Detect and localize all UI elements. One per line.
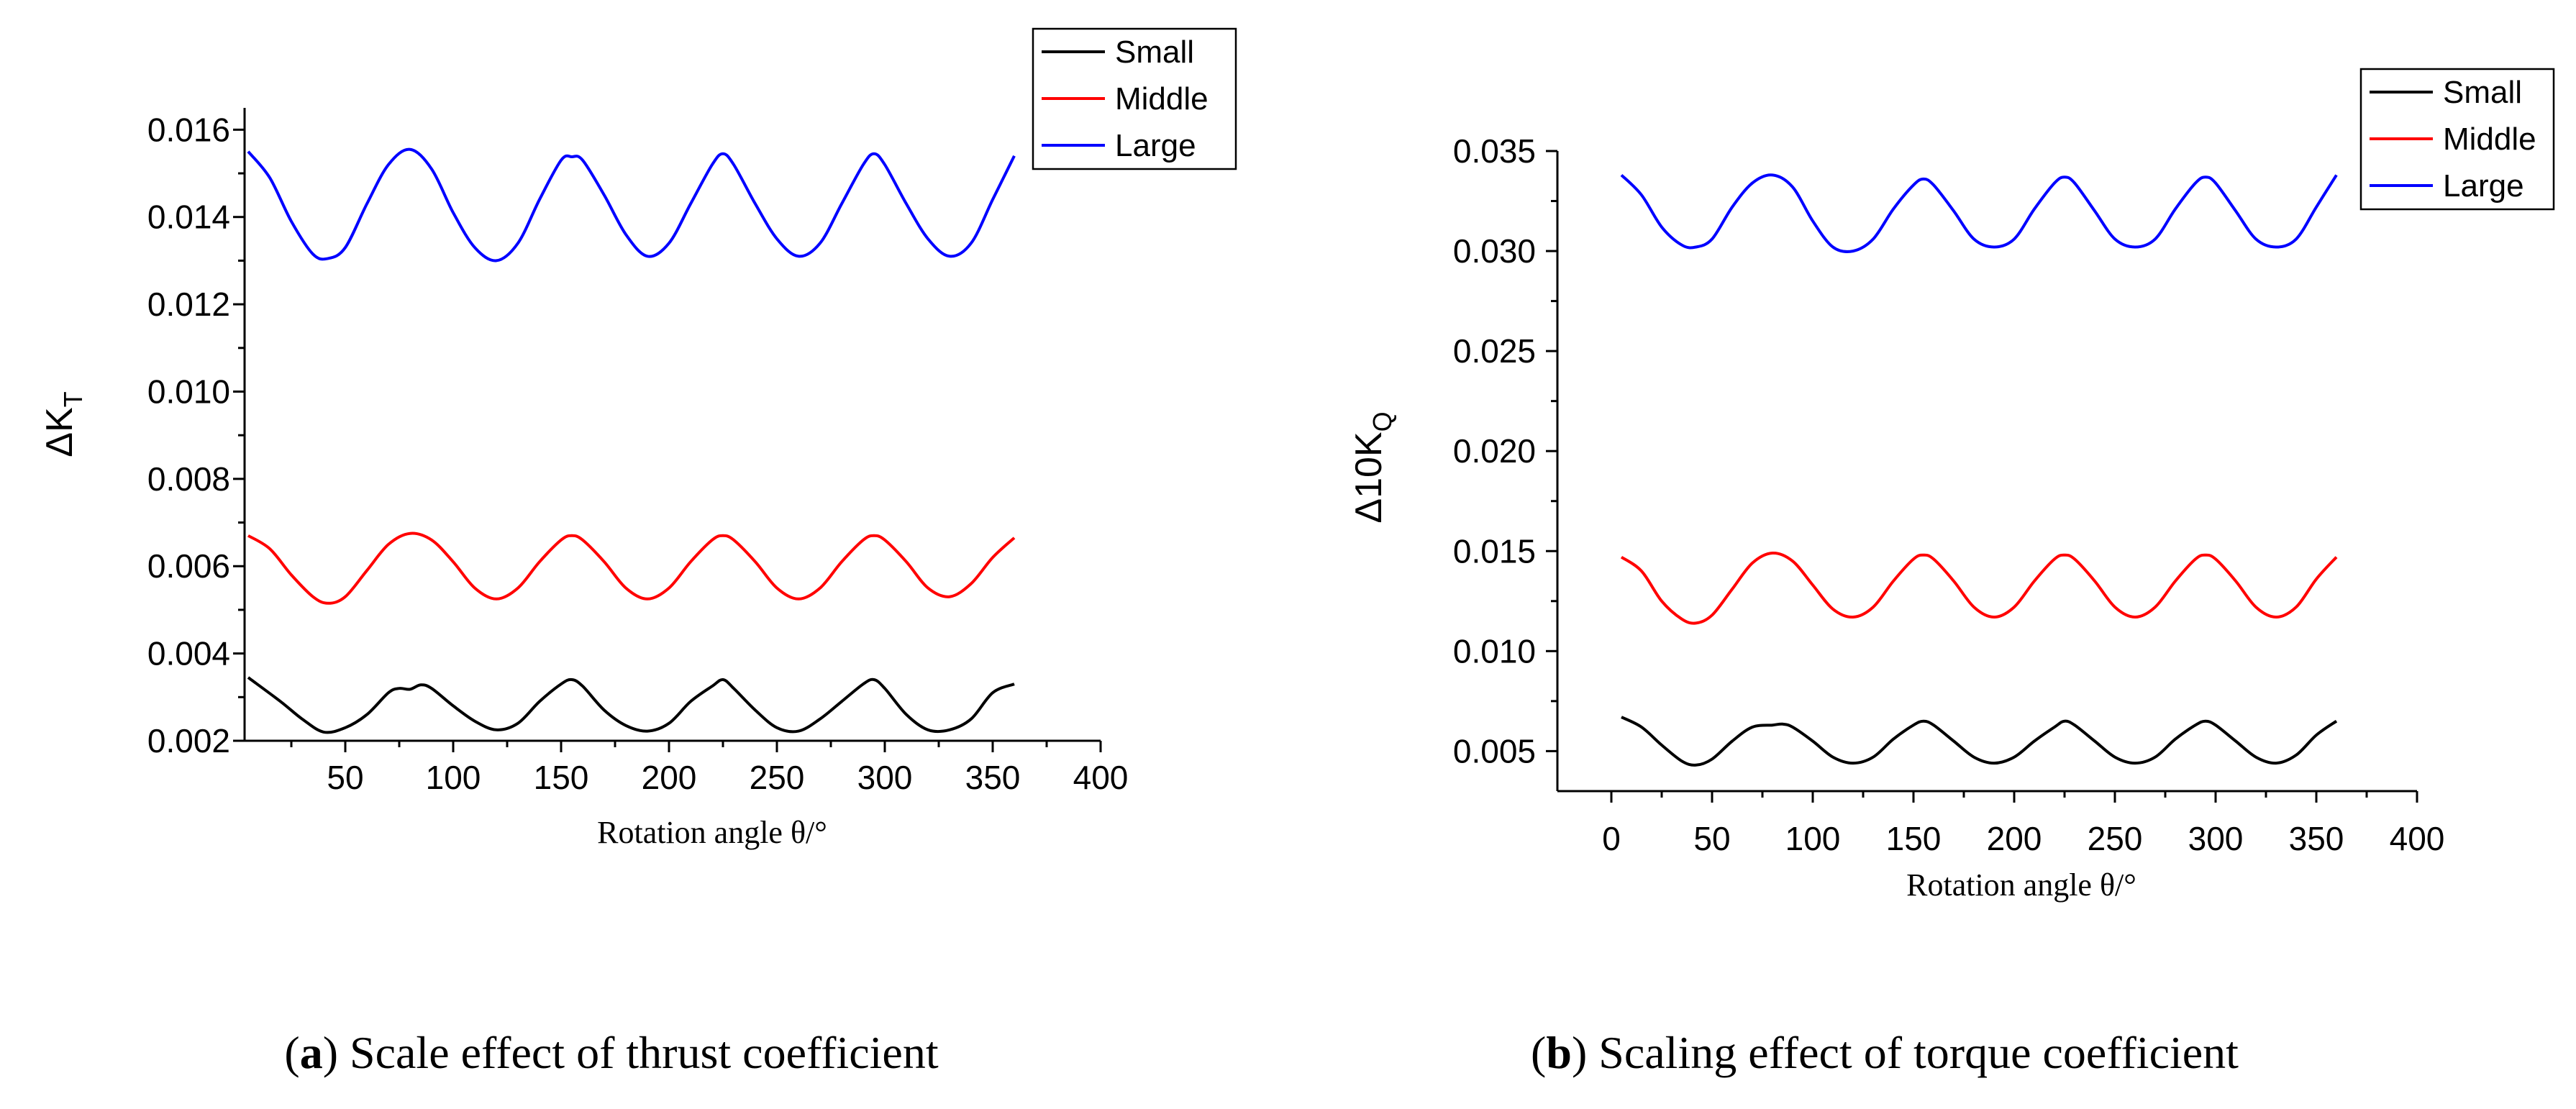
y-tick-label: 0.030 — [1453, 232, 1536, 270]
x-tick-label: 150 — [534, 759, 589, 796]
caption-description: Scaling effect of torque coefficient — [1587, 1027, 2239, 1078]
y-axis-title-sub: Q — [1367, 411, 1397, 432]
x-tick-label: 250 — [2088, 820, 2143, 857]
x-tick-label: 50 — [1693, 820, 1730, 857]
caption-letter: a — [300, 1027, 323, 1078]
captions: (a) Scale effect of thrust coefficient (b… — [284, 1027, 2239, 1078]
y-tick-label: 0.005 — [1453, 732, 1536, 770]
y-tick-label: 0.020 — [1453, 432, 1536, 470]
y-tick-label: 0.012 — [147, 286, 230, 323]
caption-description: Scale effect of thrust coefficient — [338, 1027, 939, 1078]
caption-paren-close: ) — [323, 1027, 338, 1078]
x-tick-label: 250 — [750, 759, 805, 796]
x-tick-label: 400 — [2390, 820, 2445, 857]
caption-paren-close: ) — [1572, 1027, 1587, 1078]
y-tick-label: 0.002 — [147, 722, 230, 759]
y-tick-label: 0.010 — [1453, 632, 1536, 670]
y-tick-label: 0.014 — [147, 198, 230, 236]
y-tick-label: 0.004 — [147, 635, 230, 672]
x-tick-label: 100 — [426, 759, 481, 796]
legend-label-middle: Middle — [2443, 122, 2536, 157]
x-tick-label: 400 — [1073, 759, 1129, 796]
legend-label-middle: Middle — [1115, 81, 1209, 117]
caption-letter: b — [1546, 1027, 1572, 1078]
x-tick-label: 300 — [857, 759, 913, 796]
y-tick-label: 0.010 — [147, 373, 230, 410]
y-tick-label: 0.006 — [147, 547, 230, 585]
caption-paren-open: ( — [284, 1027, 299, 1078]
legend-label-small: Small — [2443, 75, 2522, 110]
x-tick-label: 200 — [1987, 820, 2042, 857]
chart-a-thrust: 0.002 0.004 0.006 0.008 0.010 0.012 0.014 0.016… — [39, 27, 1237, 850]
caption-paren-open: ( — [1531, 1027, 1546, 1078]
caption-b: (b) Scaling effect of torque coefficient — [1531, 1027, 2239, 1078]
y-axis-title: Δ10KQ — [1348, 411, 1397, 523]
series-line-middle — [1620, 551, 2338, 625]
x-axis-title: Rotation angle θ/° — [597, 815, 827, 850]
x-tick-label: 350 — [965, 759, 1021, 796]
y-axis-title-sub: T — [58, 391, 88, 407]
x-tick-label: 200 — [642, 759, 697, 796]
x-axis-title: Rotation angle θ/° — [1906, 867, 2136, 903]
x-tick-label: 50 — [327, 759, 363, 796]
y-axis-title-main: Δ10K — [1348, 432, 1390, 524]
x-tick-label: 150 — [1886, 820, 1942, 857]
y-axis-title: ΔKT — [39, 391, 88, 457]
y-tick-label: 0.016 — [147, 111, 230, 148]
y-tick-label: 0.025 — [1453, 332, 1536, 370]
series-line-large — [247, 147, 1016, 263]
y-tick-label: 0.035 — [1453, 132, 1536, 170]
x-tick-label: 0 — [1602, 820, 1621, 857]
x-tick-label: 350 — [2289, 820, 2344, 857]
series-line-small — [1621, 716, 2338, 767]
y-tick-label: 0.008 — [147, 460, 230, 498]
legend-label-large: Large — [2443, 168, 2524, 204]
x-tick-label: 100 — [1785, 820, 1841, 857]
series-line-middle — [247, 531, 1016, 605]
chart-b-torque: 0.005 0.010 0.015 0.020 0.025 0.030 0.035 0 50 10… — [1348, 68, 2555, 903]
y-axis-title-main: ΔK — [39, 407, 81, 457]
legend-label-small: Small — [1115, 35, 1194, 70]
caption-a: (a) Scale effect of thrust coefficient — [284, 1027, 938, 1078]
x-tick-label: 300 — [2188, 820, 2244, 857]
series-line-small — [247, 676, 1015, 734]
legend-label-large: Large — [1115, 128, 1196, 163]
series-line-large — [1620, 173, 2338, 253]
y-tick-label: 0.015 — [1453, 532, 1536, 570]
